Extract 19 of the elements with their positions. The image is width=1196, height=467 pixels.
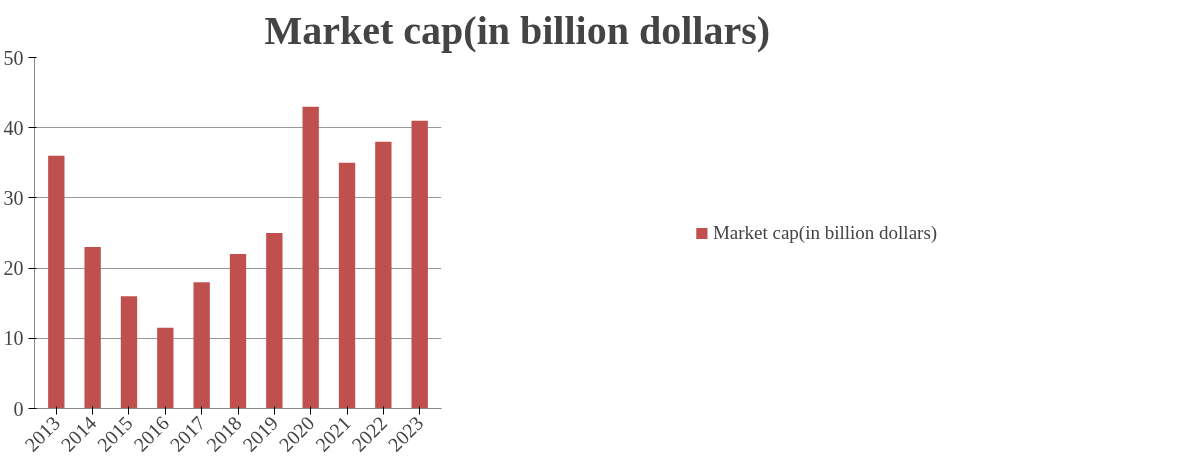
y-tick-label: 40 [3,116,24,139]
y-tick-label: 0 [13,397,24,420]
y-tick-label: 20 [3,257,24,280]
bar [84,247,101,409]
chart-title: Market cap(in billion dollars) [264,7,771,53]
bar [48,155,65,409]
bar [338,162,356,409]
bar [375,141,392,409]
bar [157,327,174,409]
y-tick-label: 10 [3,327,24,350]
bar [302,106,319,409]
bar [266,233,283,409]
bar [120,296,138,409]
bar [229,254,247,409]
bar [193,282,210,409]
bar [411,120,428,409]
y-tick-label: 50 [3,46,24,69]
y-tick-label: 30 [3,186,24,209]
legend-label: Market cap(in billion dollars) [712,221,938,244]
